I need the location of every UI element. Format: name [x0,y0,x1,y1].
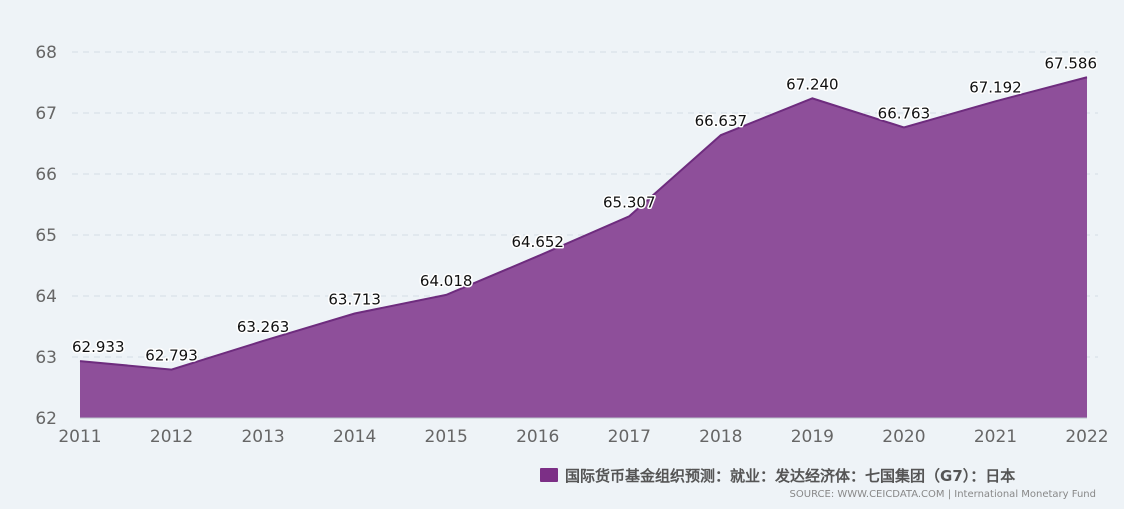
series-line [79,76,1088,371]
x-tick-label: 2021 [974,427,1017,447]
data-label: 62.793 [145,347,198,365]
x-tick-label: 2011 [58,427,101,447]
x-tick-label: 2018 [699,427,742,447]
data-label: 67.192 [969,78,1022,96]
legend-swatch [540,468,558,482]
x-tick-label: 2015 [425,427,468,447]
area-layer [79,76,1088,419]
data-label: 63.263 [237,318,290,336]
y-tick-label: 64 [35,287,57,307]
legend[interactable]: 国际货币基金组织预测：就业：发达经济体：七国集团（G7）：日本 [540,467,1015,485]
data-label: 64.018 [420,272,473,290]
data-label: 67.240 [786,75,839,93]
data-label: 63.713 [328,291,381,309]
data-labels: 62.933 62.793 63.263 63.713 64.018 64.652 65.3… [71,53,1099,366]
x-tick-label: 2017 [608,427,651,447]
x-axis-ticks: 2011 2012 2013 2014 2015 2016 2017 2018 2019 2020… [58,427,1108,447]
y-tick-label: 65 [35,226,57,246]
y-tick-label: 66 [35,165,57,185]
y-axis-ticks: 62 63 64 65 66 67 68 [35,43,57,429]
x-tick-label: 2013 [241,427,284,447]
data-label: 65.307 [603,193,656,211]
data-label: 62.933 [72,338,125,356]
data-label: 66.763 [878,104,931,122]
source-note: SOURCE: WWW.CEICDATA.COM | International… [790,489,1096,500]
x-tick-label: 2020 [882,427,925,447]
x-tick-label: 2022 [1065,427,1108,447]
x-tick-label: 2012 [150,427,193,447]
data-label: 66.637 [695,112,748,130]
data-label: 67.586 [1045,54,1098,72]
x-tick-label: 2014 [333,427,376,447]
y-tick-label: 63 [35,348,57,368]
y-tick-label: 67 [35,104,57,124]
y-tick-label: 62 [35,409,57,429]
legend-label: 国际货币基金组织预测：就业：发达经济体：七国集团（G7）：日本 [565,467,1015,485]
area-series [80,77,1087,418]
x-tick-label: 2016 [516,427,559,447]
y-tick-label: 68 [35,43,57,63]
data-label: 64.652 [511,233,564,251]
x-tick-label: 2019 [791,427,834,447]
